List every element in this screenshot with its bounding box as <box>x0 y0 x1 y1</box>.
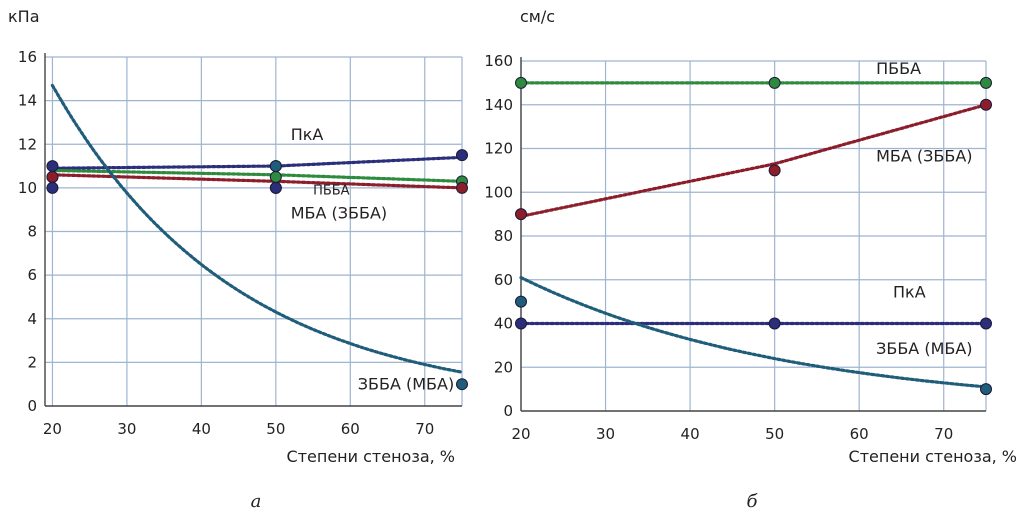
chart-panel-a: 0 2 4 6 8 10 12 14 16 20 30 40 50 60 70 кПа Степени стен… <box>8 7 468 512</box>
y-tick-label: 16 <box>18 48 37 66</box>
data-point <box>980 98 992 111</box>
series-annotation: ЗББА (МБА) <box>876 339 972 358</box>
x-tick-label: 70 <box>415 420 434 438</box>
data-point <box>980 383 992 396</box>
x-tick-label: 70 <box>934 425 953 443</box>
series-annotation: ПББА <box>876 59 921 78</box>
y-tick-label: 0 <box>503 402 513 420</box>
y-tick-label: 20 <box>494 358 513 376</box>
data-point <box>515 208 527 221</box>
x-tick-label: 30 <box>596 425 615 443</box>
x-tick-label: 20 <box>43 420 62 438</box>
y-tick-label: 100 <box>484 183 513 201</box>
data-point <box>768 164 781 177</box>
series-trend-line <box>519 103 988 218</box>
panel-label: а <box>251 491 262 512</box>
series-trend-line <box>50 155 464 170</box>
data-point <box>515 295 527 308</box>
data-point <box>269 160 282 173</box>
x-tick-label: 20 <box>511 425 530 443</box>
y-tick-label: 140 <box>484 96 513 114</box>
x-tick-label: 40 <box>681 425 700 443</box>
y-tick-label: 160 <box>484 52 513 70</box>
y-tick-label: 12 <box>18 135 37 153</box>
data-point <box>768 317 781 330</box>
data-point <box>456 149 468 162</box>
y-tick-label: 10 <box>18 179 37 197</box>
y-tick-label: 0 <box>27 397 37 415</box>
x-tick-label: 30 <box>117 420 136 438</box>
x-axis-label: Степени стеноза, % <box>287 447 455 466</box>
x-axis-label: Степени стеноза, % <box>849 447 1017 466</box>
data-point <box>269 170 282 183</box>
data-point <box>46 170 59 183</box>
y-unit-label: см/с <box>520 7 555 26</box>
x-tick-label: 50 <box>266 420 285 438</box>
data-point <box>46 160 59 173</box>
y-tick-label: 2 <box>27 353 37 371</box>
data-point <box>515 76 527 89</box>
series-trend-line <box>50 83 464 374</box>
series-annotation: ПББА <box>313 183 350 198</box>
x-tick-label: 60 <box>341 420 360 438</box>
series-annotation: МБА (ЗББА) <box>291 203 387 222</box>
y-tick-label: 60 <box>494 271 513 289</box>
data-point <box>46 181 59 194</box>
series-annotation: ПкА <box>291 125 324 144</box>
x-tick-label: 40 <box>192 420 211 438</box>
y-tick-label: 6 <box>27 266 37 284</box>
y-tick-label: 120 <box>484 140 513 158</box>
series-trend-line <box>519 276 988 389</box>
data-point <box>456 378 468 391</box>
series-annotation: ЗББА (МБА) <box>358 375 454 394</box>
y-tick-label: 8 <box>27 223 37 241</box>
x-tick-label: 60 <box>850 425 869 443</box>
y-tick-label: 40 <box>494 315 513 333</box>
y-unit-label: кПа <box>8 7 40 26</box>
panel-label: б <box>747 491 759 512</box>
series-annotation: МБА (ЗББА) <box>876 147 972 166</box>
y-tick-label: 80 <box>494 227 513 245</box>
y-tick-label: 14 <box>18 92 37 110</box>
data-point <box>768 76 781 89</box>
series-trend-line <box>50 173 464 190</box>
chart-panel-b: 0 20 40 60 80 100 120 140 160 20 30 40 50 60 70 см/с Сте… <box>484 7 1017 512</box>
data-point <box>980 76 992 89</box>
data-point <box>269 181 282 194</box>
series-trend-line <box>50 168 464 183</box>
x-tick-label: 50 <box>765 425 784 443</box>
series-annotation: ПкА <box>893 282 926 301</box>
y-tick-label: 4 <box>27 310 37 328</box>
data-point <box>456 181 468 194</box>
data-point <box>515 317 527 330</box>
data-point <box>980 317 992 330</box>
